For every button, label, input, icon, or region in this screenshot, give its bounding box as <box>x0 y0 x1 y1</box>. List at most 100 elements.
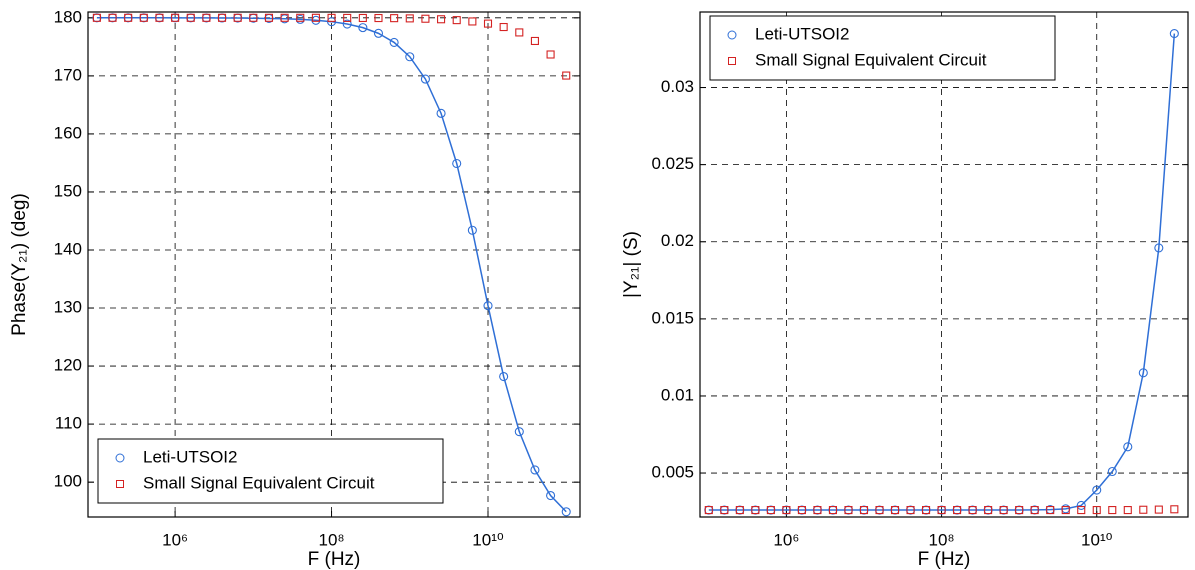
marker <box>327 13 336 22</box>
marker <box>875 506 884 515</box>
marker <box>390 14 399 23</box>
y-tick-label: 150 <box>54 181 82 200</box>
marker <box>1139 505 1148 514</box>
y-axis-label: Phase(Y₂₁) (deg) <box>9 193 30 336</box>
marker <box>514 427 524 437</box>
legend-marker <box>728 57 736 65</box>
marker <box>374 13 383 23</box>
marker <box>1030 506 1039 515</box>
y-tick-label: 170 <box>54 65 82 84</box>
plot-area <box>88 12 580 517</box>
marker <box>358 13 367 23</box>
x-axis-label: F (Hz) <box>308 549 361 570</box>
y-tick-label: 0.015 <box>651 308 694 327</box>
marker <box>155 13 164 22</box>
y-tick-label: 120 <box>54 356 82 375</box>
marker <box>782 506 791 515</box>
plot-data <box>92 13 571 517</box>
y-tick-label: 140 <box>54 239 82 258</box>
marker <box>420 74 430 84</box>
y-tick-label: 100 <box>54 472 82 491</box>
marker <box>984 506 993 515</box>
chart: 10⁶ 10⁸ 10¹⁰ 100 110 120 130 140 150 160 170 180 F (… <box>9 7 581 570</box>
plot-frame <box>699 11 1189 518</box>
marker <box>890 506 900 515</box>
legend: Leti-UTSOI2 Small Signal Equivalent Circu… <box>97 438 444 504</box>
y-tick-label: 180 <box>54 7 82 26</box>
plot-data <box>704 29 1179 515</box>
x-tick-label: 10⁶ <box>162 530 188 549</box>
marker <box>483 301 493 311</box>
marker <box>1107 466 1117 477</box>
marker <box>233 13 242 22</box>
marker <box>562 71 571 80</box>
legend-label: Leti-UTSOI2 <box>143 447 237 466</box>
y-tick-label: 0.005 <box>651 463 694 482</box>
x-tick-label: 10⁶ <box>773 530 799 549</box>
marker <box>499 371 509 382</box>
legend: Leti-UTSOI2 Small Signal Equivalent Circu… <box>709 15 1056 81</box>
marker <box>1170 505 1179 514</box>
legend-marker <box>116 480 124 488</box>
y-tick-label: 160 <box>54 123 82 142</box>
marker <box>311 13 320 22</box>
plot-area <box>700 12 1188 517</box>
marker <box>720 506 729 515</box>
marker <box>1092 485 1102 495</box>
marker <box>813 506 822 515</box>
x-tick-label: 10¹⁰ <box>1081 530 1113 549</box>
marker <box>968 506 977 515</box>
marker <box>124 13 133 22</box>
marker <box>1123 506 1132 515</box>
marker <box>828 506 837 515</box>
marker <box>202 13 211 22</box>
marker <box>405 52 415 62</box>
marker <box>735 506 744 515</box>
y-tick-label: 110 <box>55 414 82 433</box>
marker <box>280 13 289 22</box>
marker <box>766 506 775 515</box>
marker <box>999 506 1008 515</box>
plot-frame <box>87 11 581 518</box>
y-tick-label: 0.01 <box>661 385 694 404</box>
marker <box>1076 500 1086 510</box>
marker <box>1138 368 1148 378</box>
marker <box>530 36 539 46</box>
marker <box>171 13 180 22</box>
marker <box>405 14 414 23</box>
y-tick-label: 0.02 <box>661 231 694 250</box>
marker <box>844 506 853 515</box>
marker <box>343 13 352 22</box>
marker <box>186 13 195 22</box>
marker <box>1169 29 1179 39</box>
marker <box>92 13 101 22</box>
marker <box>437 15 446 24</box>
marker <box>1154 505 1163 514</box>
x-tick-label: 10⁸ <box>929 530 955 549</box>
marker <box>704 506 713 515</box>
marker <box>1015 506 1024 515</box>
marker <box>389 37 399 47</box>
marker <box>751 506 760 515</box>
legend-label: Small Signal Equivalent Circuit <box>143 473 375 492</box>
marker <box>1154 243 1164 253</box>
marker <box>421 14 430 23</box>
y-tick-label: 0.025 <box>651 154 694 173</box>
marker <box>1123 442 1133 452</box>
marker <box>217 13 227 22</box>
legend-label: Small Signal Equivalent Circuit <box>755 50 987 69</box>
marker <box>1077 506 1086 515</box>
marker <box>561 507 571 517</box>
y-axis-label: |Y₂₁| (S) <box>621 231 642 298</box>
marker <box>108 13 117 22</box>
marker <box>922 506 931 515</box>
marker <box>468 17 477 26</box>
marker <box>467 225 477 235</box>
marker <box>452 158 462 169</box>
marker <box>1108 506 1117 515</box>
legend-box <box>97 438 444 504</box>
marker <box>296 13 305 22</box>
marker <box>546 490 556 501</box>
marker <box>264 13 274 22</box>
